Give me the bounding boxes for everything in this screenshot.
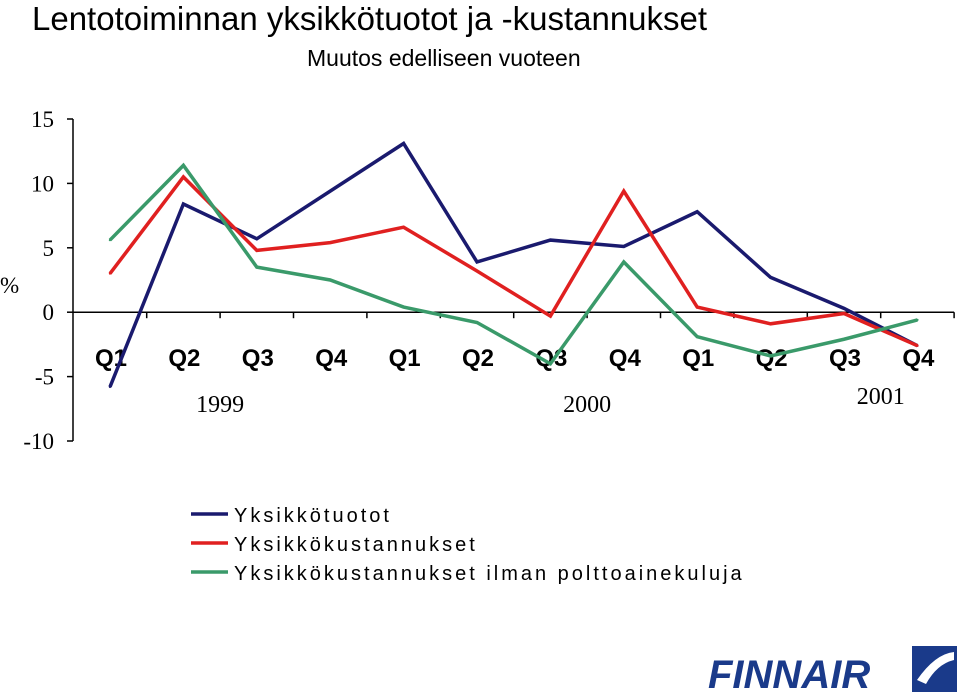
series-line-1 xyxy=(108,141,919,388)
data-point xyxy=(329,278,332,282)
data-point xyxy=(696,305,699,309)
data-point xyxy=(475,260,479,264)
series-line-2 xyxy=(108,174,919,348)
x-tick-label: Q2 xyxy=(756,345,788,372)
data-point xyxy=(916,344,919,347)
x-tick-label: Q4 xyxy=(609,345,642,372)
data-point xyxy=(182,175,185,179)
data-point xyxy=(549,314,552,318)
data-point xyxy=(255,265,258,269)
data-point xyxy=(329,241,332,244)
data-point xyxy=(842,307,846,310)
data-point xyxy=(769,276,772,279)
x-tick-label: Q3 xyxy=(829,345,861,372)
finnair-logo: FINNAIR xyxy=(708,646,957,696)
data-point xyxy=(255,249,258,252)
chart-title: Lentotoiminnan yksikkötuotot ja -kustann… xyxy=(32,0,708,37)
data-point xyxy=(842,338,846,341)
year-labels: 1999 2000 2001 xyxy=(196,384,905,418)
year-label: 2000 xyxy=(563,392,611,418)
data-point xyxy=(696,335,699,338)
year-label: 1999 xyxy=(196,392,244,418)
data-point xyxy=(842,312,846,315)
data-point xyxy=(769,322,772,325)
x-tick-label: Q2 xyxy=(462,345,494,372)
y-tick-label: -5 xyxy=(35,365,54,390)
legend: Yksikkötuotot Yksikkökustannukset Yksikkök… xyxy=(191,505,745,585)
data-point xyxy=(255,237,258,240)
data-point xyxy=(402,142,405,145)
logo-emblem-swoosh xyxy=(917,652,954,684)
data-point xyxy=(182,164,185,167)
data-point xyxy=(108,385,112,389)
y-tick-label: -10 xyxy=(23,429,54,454)
y-tick-label: 5 xyxy=(43,236,55,261)
series-lines xyxy=(108,141,919,389)
x-tick-label: Q4 xyxy=(902,345,935,372)
data-point xyxy=(622,260,625,264)
year-label: 2001 xyxy=(857,384,905,410)
legend-label: Yksikkökustannukset ilman polttoainekulu… xyxy=(234,563,745,585)
x-tick-label: Q1 xyxy=(682,345,714,372)
y-tick-label: 0 xyxy=(43,300,55,325)
legend-label: Yksikkötuotot xyxy=(234,505,392,527)
y-axis-label: % xyxy=(0,273,19,298)
data-point xyxy=(769,354,772,358)
x-tick-label: Q3 xyxy=(242,345,274,372)
data-point xyxy=(402,225,405,229)
y-tick-label: 10 xyxy=(31,171,54,196)
data-point xyxy=(329,189,332,193)
x-tick-label: Q4 xyxy=(315,345,348,372)
data-point xyxy=(622,245,625,248)
series-line-3 xyxy=(108,162,918,367)
data-point xyxy=(475,269,479,273)
data-point xyxy=(549,238,552,242)
data-point xyxy=(622,189,625,193)
logo-text: FINNAIR xyxy=(708,653,870,696)
chart-subtitle: Muutos edelliseen vuoteen xyxy=(307,45,581,71)
data-point xyxy=(549,362,552,365)
y-tick-label: 15 xyxy=(31,107,54,132)
data-point xyxy=(182,202,185,206)
data-point xyxy=(108,272,112,275)
data-point xyxy=(108,238,112,242)
y-ticks: 15 10 5 0 -5 -10 xyxy=(23,107,73,454)
data-point xyxy=(402,305,405,309)
legend-label: Yksikkökustannukset xyxy=(234,534,478,556)
x-tick-label: Q1 xyxy=(389,345,421,372)
data-point xyxy=(916,318,919,322)
data-point xyxy=(696,210,699,213)
x-tick-label: Q2 xyxy=(168,345,200,372)
data-point xyxy=(475,321,479,324)
